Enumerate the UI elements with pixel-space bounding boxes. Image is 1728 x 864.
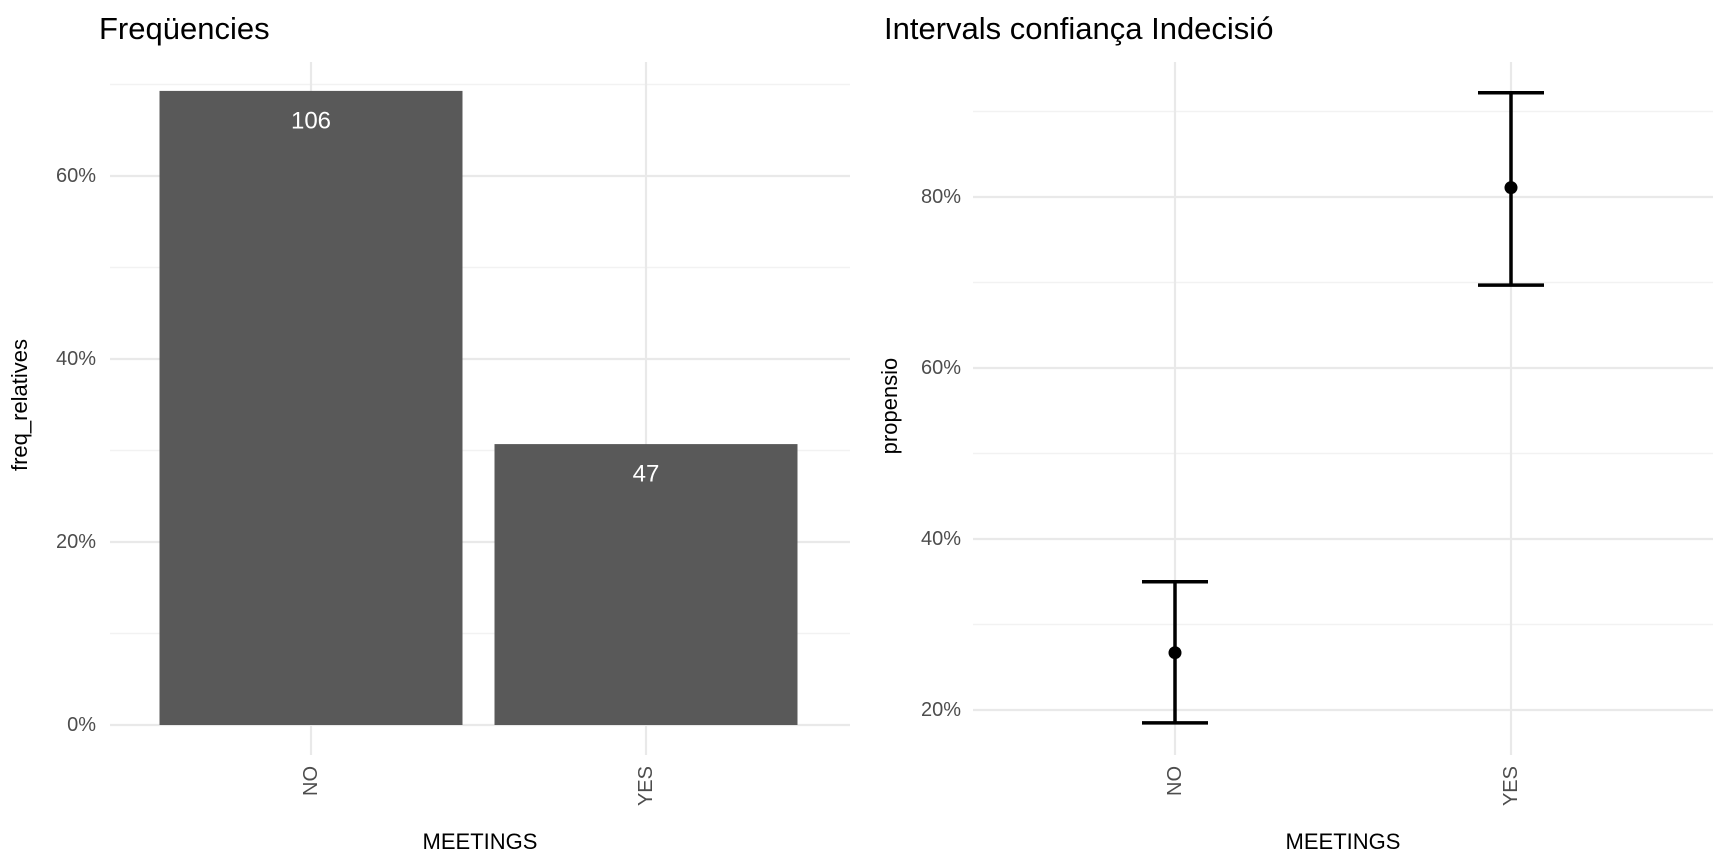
- y-axis-title-freq-relatives: freq_relatives: [7, 339, 32, 471]
- bar-value-label: 106: [291, 107, 331, 134]
- chart-title-frequencies: Freqüencies: [99, 11, 270, 46]
- point-estimate-yes: [1504, 181, 1518, 195]
- ticks-layer-intervals: 20% 40% 60% 80% NO YES: [921, 186, 1522, 806]
- ticks-layer-frequencies: 0% 20% 40% 60% NO YES: [56, 165, 657, 806]
- x-axis-title-meetings-right: MEETINGS: [1286, 829, 1401, 854]
- bar-value-label: 47: [633, 461, 660, 488]
- x-tick-label-no: NO: [300, 766, 322, 796]
- x-tick-label-yes: YES: [635, 766, 657, 806]
- x-axis-title-meetings-left: MEETINGS: [423, 829, 538, 854]
- y-tick-label: 60%: [921, 357, 961, 379]
- y-tick-label: 20%: [56, 531, 96, 553]
- chart-frequencies: 106 47 0% 20% 40% 60% NO YES Freqüencies freq_…: [7, 11, 850, 854]
- y-tick-label: 60%: [56, 165, 96, 187]
- chart-confidence-intervals: 20% 40% 60% 80% NO YES Intervals confiança In…: [877, 11, 1713, 854]
- bar-yes: [494, 444, 798, 725]
- y-axis-title-propensio: propensio: [877, 358, 902, 455]
- y-tick-label: 40%: [56, 348, 96, 370]
- point-estimate-no: [1168, 646, 1182, 660]
- y-tick-label: 80%: [921, 186, 961, 208]
- chart-title-intervals: Intervals confiança Indecisió: [884, 11, 1273, 46]
- x-tick-label-no: NO: [1164, 766, 1186, 796]
- bar-no: [159, 90, 463, 725]
- marks-layer-intervals: [1142, 90, 1544, 725]
- y-tick-label: 0%: [67, 714, 96, 736]
- gridlines-layer-intervals: [973, 62, 1713, 755]
- y-tick-label: 20%: [921, 699, 961, 721]
- y-tick-label: 40%: [921, 528, 961, 550]
- x-tick-label-yes: YES: [1500, 766, 1522, 806]
- marks-layer-frequencies: 106 47: [159, 90, 798, 725]
